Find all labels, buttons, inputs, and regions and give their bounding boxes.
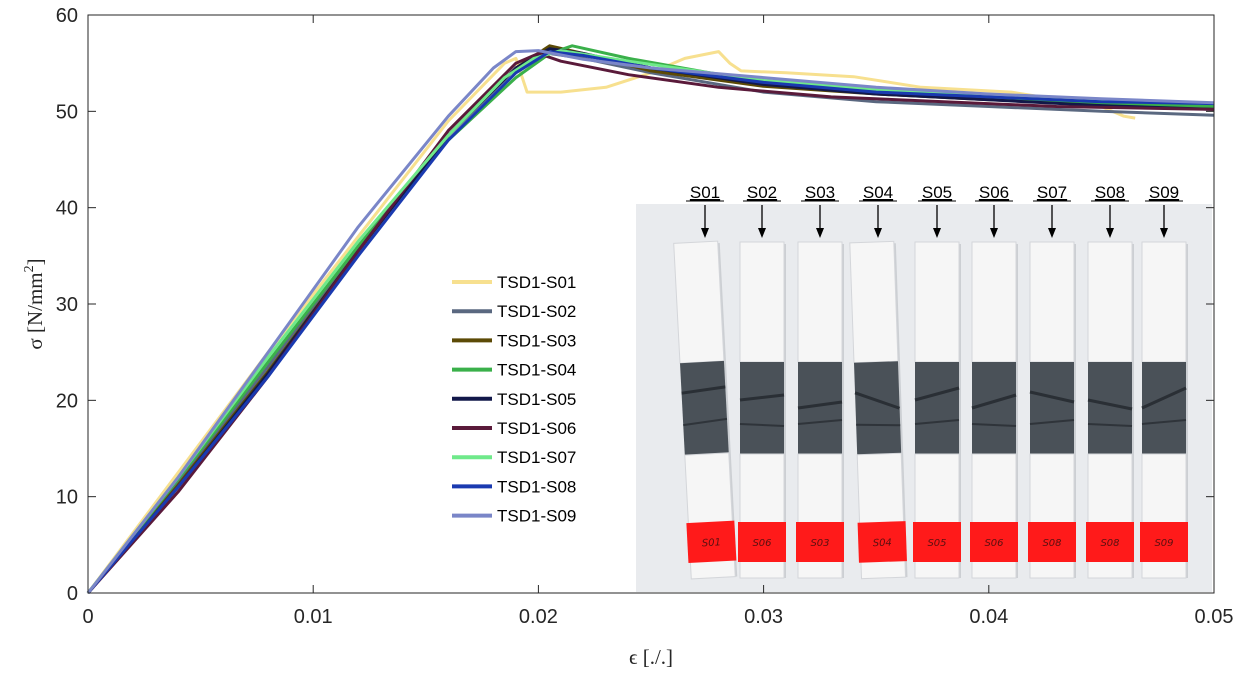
photo-label-s08: S08 <box>1095 183 1125 202</box>
x-tick-label: 0.01 <box>294 606 333 628</box>
legend-item: TSD1-S04 <box>452 361 576 380</box>
red-tag <box>970 522 1018 562</box>
specimen-s07: S08 S07 <box>1028 183 1076 579</box>
specimen-s01: S01 S01 <box>673 183 738 580</box>
specimen-s05: S05 S05 <box>913 183 961 579</box>
y-tick-label: 0 <box>67 583 78 605</box>
legend-label: TSD1-S08 <box>497 477 576 496</box>
legend-label: TSD1-S09 <box>497 507 576 526</box>
x-tick-label: 0.02 <box>519 606 558 628</box>
x-axis-ticks: 0 0.01 0.02 0.03 0.04 0.05 <box>82 15 1233 628</box>
photo-label-s04: S04 <box>863 183 893 202</box>
y-tick-label: 30 <box>56 294 78 316</box>
photo-label-s03: S03 <box>805 183 835 202</box>
x-axis-label: ϵ [./.] <box>629 645 673 669</box>
series-layer <box>86 44 1215 594</box>
x-tick-label: 0.04 <box>969 606 1008 628</box>
specimen-s04: S04 S04 <box>849 183 908 580</box>
legend-label: TSD1-S01 <box>497 273 576 292</box>
y-tick-label: 20 <box>56 390 78 412</box>
photo-label-s05: S05 <box>922 183 952 202</box>
tag-text: S05 <box>927 538 946 549</box>
photo-label-s02: S02 <box>747 183 777 202</box>
tag-text: S08 <box>1100 538 1119 549</box>
legend-label: TSD1-S02 <box>497 302 576 321</box>
specimen-s06: S06 S06 <box>970 183 1018 579</box>
legend: TSD1-S01 TSD1-S02 TSD1-S03 TSD1-S04 TSD1-S05… <box>452 273 576 526</box>
tag-text: S09 <box>1154 538 1173 549</box>
red-tag <box>1140 522 1188 562</box>
y-tick-label: 50 <box>56 101 78 123</box>
legend-item: TSD1-S03 <box>452 331 576 350</box>
red-tag <box>913 522 961 562</box>
series-line-tsd1-s08 <box>86 50 1215 594</box>
red-tag <box>857 521 907 563</box>
x-tick-label: 0 <box>82 606 93 628</box>
legend-label: TSD1-S06 <box>497 419 576 438</box>
tag-text: S06 <box>984 538 1003 549</box>
red-tag <box>738 522 786 562</box>
red-tag <box>1028 522 1076 562</box>
tag-text: S06 <box>752 538 771 549</box>
tag-text: S08 <box>1042 538 1061 549</box>
legend-item: TSD1-S05 <box>452 390 576 409</box>
specimen-photo-inset: S01S01S06S02S03S03S04S04S05S05S06S06S08S… <box>636 183 1212 592</box>
red-tag <box>1086 522 1134 562</box>
photo-label-s07: S07 <box>1037 183 1067 202</box>
legend-label: TSD1-S04 <box>497 361 576 380</box>
legend-item: TSD1-S09 <box>452 507 576 526</box>
y-tick-label: 10 <box>56 487 78 509</box>
legend-item: TSD1-S01 <box>452 273 576 292</box>
legend-label: TSD1-S07 <box>497 448 576 467</box>
photo-label-s06: S06 <box>979 183 1009 202</box>
y-tick-label: 60 <box>56 5 78 27</box>
legend-item: TSD1-S06 <box>452 419 576 438</box>
photo-label-s09: S09 <box>1149 183 1179 202</box>
red-tag <box>796 522 844 562</box>
specimen-s08: S08 S08 <box>1086 183 1134 579</box>
y-axis-ticks: 0 10 20 30 40 50 60 <box>56 5 1214 605</box>
tag-text: S04 <box>873 538 892 550</box>
specimen-s02: S06 S02 <box>738 183 786 579</box>
series-line-tsd1-s09 <box>86 49 1215 594</box>
x-tick-label: 0.05 <box>1195 606 1234 628</box>
y-axis-label: σ [N/mm2] <box>22 258 47 349</box>
legend-label: TSD1-S03 <box>497 331 576 350</box>
legend-item: TSD1-S02 <box>452 302 576 321</box>
legend-item: TSD1-S07 <box>452 448 576 467</box>
y-tick-label: 40 <box>56 198 78 220</box>
photo-label-s01: S01 <box>690 183 720 202</box>
x-tick-label: 0.03 <box>744 606 783 628</box>
red-tag <box>686 520 737 564</box>
tag-text: S03 <box>810 538 829 549</box>
legend-item: TSD1-S08 <box>452 477 576 496</box>
specimen-s09: S09 S09 <box>1140 183 1188 579</box>
specimen-s03: S03 S03 <box>796 183 844 579</box>
tag-text: S01 <box>702 537 722 549</box>
legend-label: TSD1-S05 <box>497 390 576 409</box>
